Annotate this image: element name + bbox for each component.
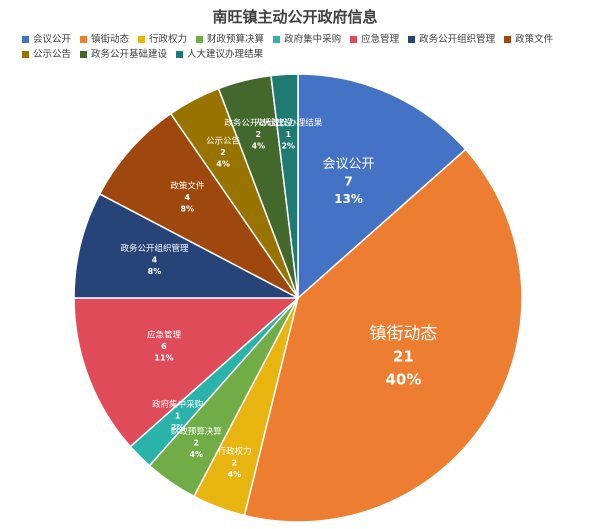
- slice-value-label: 2: [220, 148, 226, 157]
- legend-item: 应急管理: [350, 32, 399, 47]
- legend-item: 政务公开组织管理: [408, 32, 495, 47]
- legend-item: 镇街动态: [80, 32, 129, 47]
- slice-category-label: 政务公开组织管理: [120, 243, 189, 254]
- pie-slice: [73, 297, 300, 448]
- legend-swatch: [273, 36, 281, 43]
- legend-item: 政府集中采购: [273, 32, 341, 47]
- slice-percent-label: 4%: [216, 160, 230, 169]
- pie-slice: [73, 192, 299, 299]
- pie-slice: [270, 73, 299, 299]
- legend-item: 公示公告: [22, 47, 71, 62]
- slice-value-label: 2: [256, 130, 262, 139]
- slice-value-label: 6: [161, 342, 167, 351]
- legend-swatch: [504, 36, 512, 43]
- legend-label: 公示公告: [33, 49, 72, 60]
- slice-category-label: 政府集中采购: [152, 399, 203, 410]
- legend-label: 会议公开: [33, 34, 72, 45]
- slice-percent-label: 4%: [252, 142, 266, 151]
- legend-label: 行政权力: [149, 34, 188, 45]
- pie-slice: [98, 112, 299, 299]
- slice-value-label: 7: [344, 175, 352, 189]
- legend-swatch: [80, 51, 88, 58]
- slice-value-label: 2: [193, 438, 199, 447]
- legend-label: 应急管理: [361, 34, 400, 45]
- pie-slice: [297, 73, 467, 300]
- slice-value-label: 1: [175, 411, 181, 420]
- pie-slice: [243, 148, 523, 523]
- legend-label: 政策文件: [515, 34, 554, 45]
- legend-label: 政务公开基础建设: [91, 49, 168, 60]
- slice-category-label: 政策文件: [170, 180, 205, 191]
- legend-label: 政府集中采购: [284, 34, 342, 45]
- legend-item: 人大建议办理结果: [176, 47, 263, 62]
- legend-swatch: [350, 36, 358, 43]
- slice-percent-label: 8%: [148, 267, 162, 276]
- legend-item: 政务公开基础建设: [80, 47, 167, 62]
- slice-percent-label: 11%: [154, 353, 173, 362]
- legend-swatch: [196, 36, 204, 43]
- slice-category-label: 行政权力: [217, 446, 251, 457]
- legend-swatch: [408, 36, 416, 43]
- legend-label: 财政预算决算: [207, 34, 265, 45]
- chart-legend: 会议公开 镇街动态 行政权力 财政预算决算 政府集中采购 应急管理 政务公开组织管理 政策文件…: [22, 32, 582, 62]
- slice-value-label: 21: [393, 348, 414, 366]
- slice-category-label: 财政预算决算: [171, 426, 223, 437]
- slice-value-label: 4: [152, 256, 158, 265]
- legend-label: 政务公开组织管理: [419, 34, 496, 45]
- slice-percent-label: 13%: [334, 192, 363, 206]
- slice-percent-label: 4%: [189, 450, 203, 459]
- slice-percent-label: 2%: [171, 423, 185, 432]
- legend-swatch: [176, 51, 184, 58]
- legend-swatch: [80, 36, 88, 43]
- slice-category-label: 镇街动态: [369, 324, 437, 344]
- legend-swatch: [22, 51, 29, 58]
- legend-item: 行政权力: [138, 32, 187, 47]
- slice-value-label: 1: [285, 130, 291, 139]
- legend-label: 镇街动态: [91, 34, 130, 45]
- slice-category-label: 应急管理: [147, 329, 182, 340]
- slice-category-label: 人大建议办理结果: [254, 118, 323, 129]
- slice-category-label: 会议公开: [323, 157, 375, 172]
- slice-percent-label: 40%: [385, 371, 421, 389]
- slice-percent-label: 8%: [181, 204, 195, 213]
- slice-value-label: 2: [232, 459, 238, 468]
- legend-swatch: [138, 36, 146, 43]
- slice-value-label: 4: [185, 193, 191, 202]
- slice-category-label: 公示公告: [206, 136, 240, 147]
- slice-percent-label: 4%: [228, 470, 242, 479]
- legend-label: 人大建议办理结果: [187, 49, 264, 60]
- legend-swatch: [22, 36, 29, 43]
- legend-item: 政策文件: [504, 32, 553, 47]
- legend-item: 财政预算决算: [196, 32, 264, 47]
- chart-title: 南旺镇主动公开政府信息: [212, 8, 378, 26]
- legend-item: 会议公开: [22, 32, 71, 47]
- slice-category-label: 政务公开基础建设: [224, 118, 293, 129]
- slice-percent-label: 2%: [281, 141, 295, 150]
